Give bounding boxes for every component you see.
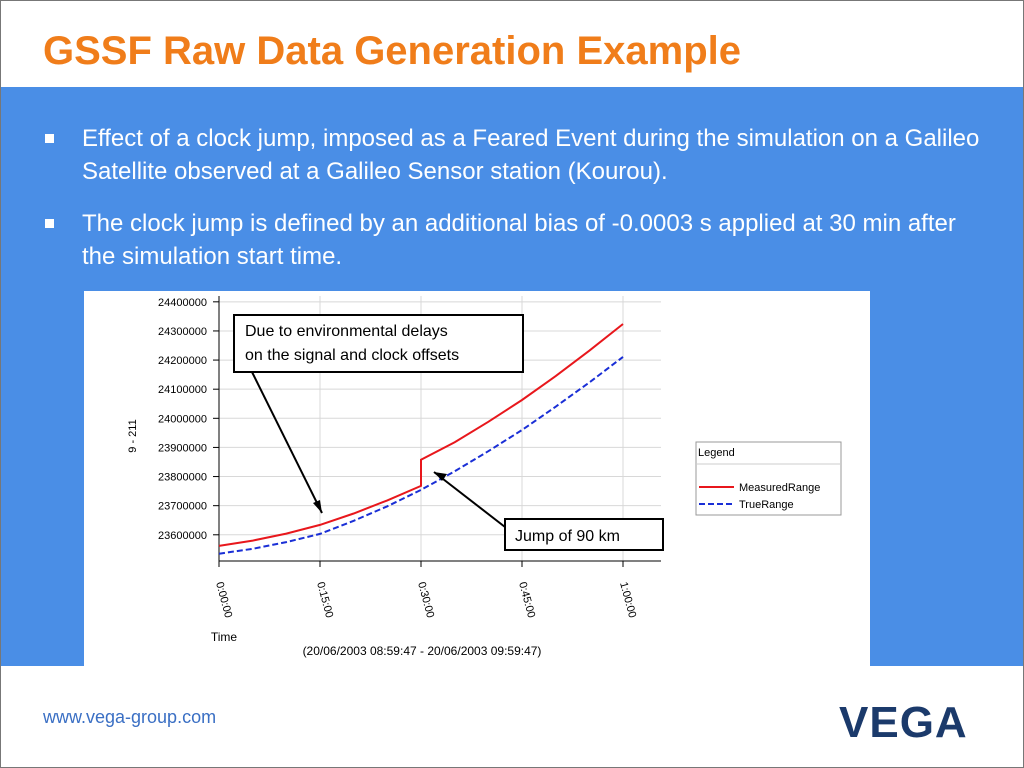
annotation: Jump of 90 km [433,471,664,551]
y-tick-label: 23900000 [158,442,207,454]
x-tick-label: 0:15:00 [314,581,335,620]
x-tick-label: 0:00:00 [213,581,234,620]
annotation: Due to environmental delays on the signal… [233,314,524,514]
legend-label: TrueRange [739,499,794,511]
y-tick-label: 24400000 [158,297,207,309]
legend: Legend MeasuredRange TrueRange [695,441,842,516]
y-tick-label: 23800000 [158,472,207,484]
y-tick-label: 23600000 [158,530,207,542]
line-series [218,323,624,547]
y-axis-label: 9 - 211 [127,419,139,452]
legend-label: MeasuredRange [739,482,820,494]
x-tick-label: 0:30:00 [415,581,436,620]
bullet: Effect of a clock jump, imposed as a Fea… [41,122,991,188]
line-series [218,356,624,555]
x-tick-label: 1:00:00 [617,581,638,620]
arrowhead [313,500,322,513]
legend-box [695,441,842,516]
x-axis-subtitle: (20/06/2003 08:59:47 - 20/06/2003 09:59:… [303,644,542,658]
annotation-text: Jump of 90 km [515,528,620,545]
y-tick-label: 24100000 [158,384,207,396]
footer-url: www.vega-group.com [43,707,217,727]
annotation-line: on the signal and clock offsets [245,347,459,364]
legend-title: Legend [698,447,735,459]
arrowhead [434,472,447,481]
annotation-box [233,314,524,373]
x-tick-label: 0:45:00 [516,581,537,620]
bullet-text: Effect of a clock jump, imposed as a Fea… [82,125,980,185]
chart: Time (20/06/2003 08:59:47 - 20/06/2003 0… [84,291,870,666]
slide-title: GSSF Raw Data Generation Example [43,29,741,73]
annotation-box [504,518,664,551]
y-tick-label: 24000000 [158,413,207,425]
y-tick-label: 24200000 [158,355,207,367]
annotation-arrow [251,371,323,514]
logo: VEGA [839,698,968,747]
bullet-text: The clock jump is defined by an addition… [82,210,956,270]
annotation-text: Due to environmental delays on the signal… [245,323,459,364]
bullet: The clock jump is defined by an addition… [41,207,991,273]
annotation-arrow [433,471,506,528]
annotation-line: Due to environmental delays [245,323,448,340]
y-tick-label: 23700000 [158,501,207,513]
x-axis-label: Time [211,630,238,644]
y-tick-label: 24300000 [158,326,207,338]
